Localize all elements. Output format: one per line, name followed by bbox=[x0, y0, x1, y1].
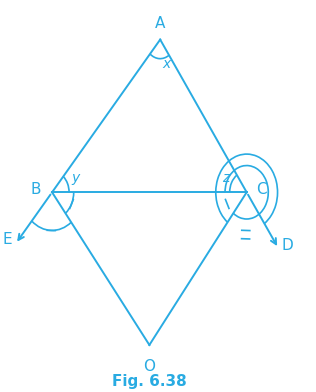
Text: C: C bbox=[257, 182, 267, 197]
Text: y: y bbox=[71, 171, 79, 185]
Text: Fig. 6.38: Fig. 6.38 bbox=[112, 374, 187, 388]
Text: D: D bbox=[282, 238, 293, 253]
Text: E: E bbox=[3, 232, 12, 247]
Text: A: A bbox=[155, 16, 165, 31]
Text: B: B bbox=[31, 182, 41, 197]
Text: x: x bbox=[163, 57, 171, 71]
Text: z: z bbox=[222, 171, 229, 185]
Text: O: O bbox=[143, 359, 155, 374]
